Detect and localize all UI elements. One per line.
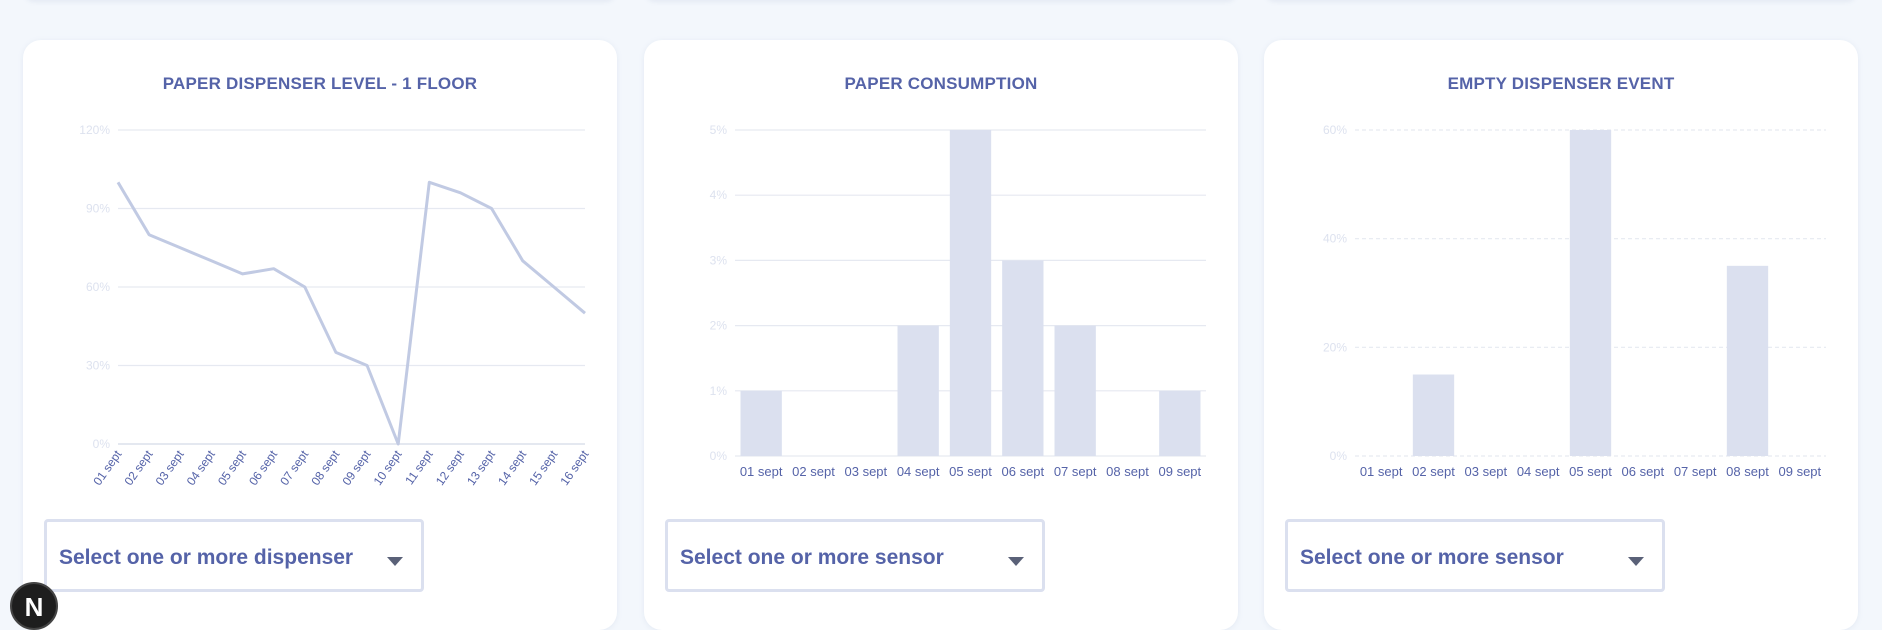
- x-tick-label: 09 sept: [1159, 464, 1202, 479]
- x-tick-label: 08 sept: [1726, 464, 1769, 479]
- x-tick-label: 02 sept: [122, 447, 156, 488]
- y-tick-label: 60%: [1323, 123, 1347, 137]
- x-tick-label: 05 sept: [949, 464, 992, 479]
- x-tick-label: 09 sept: [339, 447, 373, 488]
- empty-sensor-select-placeholder: Select one or more sensor: [1300, 546, 1564, 570]
- bar: [740, 391, 781, 456]
- y-tick-label: 5%: [710, 123, 728, 137]
- dispenser-select-placeholder: Select one or more dispenser: [59, 546, 353, 570]
- x-tick-label: 03 sept: [1465, 464, 1508, 479]
- paper-consumption-chart: 0% 1% 2% 3% 4% 5% 01 sept 02 sept 03 sept 04 sept…: [644, 40, 1238, 510]
- y-tick-label: 4%: [710, 188, 728, 202]
- x-tick-label: 01 sept: [90, 447, 124, 488]
- empty-sensor-select[interactable]: Select one or more sensor: [1285, 519, 1665, 592]
- x-tick-label: 07 sept: [1054, 464, 1097, 479]
- x-tick-label: 16 sept: [557, 447, 591, 488]
- x-tick-label: 04 sept: [1517, 464, 1560, 479]
- x-tick-label: 15 sept: [526, 447, 560, 488]
- x-tick-label: 06 sept: [246, 447, 280, 488]
- x-tick-label: 05 sept: [215, 447, 249, 488]
- x-tick-label: 08 sept: [1106, 464, 1149, 479]
- y-tick-label: 40%: [1323, 232, 1347, 246]
- x-tick-label: 10 sept: [371, 447, 405, 488]
- avatar[interactable]: N: [10, 582, 58, 630]
- x-tick-label: 13 sept: [464, 447, 498, 488]
- consumption-sensor-select[interactable]: Select one or more sensor: [665, 519, 1045, 592]
- dispenser-select[interactable]: Select one or more dispenser: [44, 519, 424, 592]
- caret-down-icon: [1628, 557, 1644, 566]
- x-tick-label: 02 sept: [1412, 464, 1455, 479]
- y-tick-label: 0%: [1330, 449, 1348, 463]
- empty-dispenser-card: EMPTY DISPENSER EVENT 0%20%40%60%01 sept…: [1264, 40, 1858, 630]
- y-tick-label: 1%: [710, 384, 728, 398]
- x-tick-label: 08 sept: [308, 447, 342, 488]
- x-tick-label: 07 sept: [1674, 464, 1717, 479]
- x-tick-label: 04 sept: [897, 464, 940, 479]
- y-tick-label: 2%: [710, 319, 728, 333]
- caret-down-icon: [1008, 557, 1024, 566]
- bar: [1002, 260, 1043, 456]
- x-tick-label: 03 sept: [153, 447, 187, 488]
- x-tick-label: 11 sept: [402, 447, 436, 487]
- x-tick-label: 03 sept: [845, 464, 888, 479]
- bar: [950, 130, 991, 456]
- empty-dispenser-chart: 0% 20% 40% 60% 01 sept 02 sept 03 sept 04 sept 0…: [1264, 40, 1858, 510]
- y-tick-label: 90%: [86, 202, 110, 216]
- x-tick-label: 01 sept: [740, 464, 783, 479]
- y-tick-label: 120%: [79, 123, 110, 137]
- bar: [1159, 391, 1200, 456]
- x-tick-label: 12 sept: [433, 447, 467, 488]
- x-tick-label: 04 sept: [184, 447, 218, 488]
- x-tick-label: 06 sept: [1002, 464, 1045, 479]
- bar: [1054, 326, 1095, 456]
- x-tick-label: 05 sept: [1569, 464, 1612, 479]
- bar: [1570, 130, 1611, 456]
- bar: [897, 326, 938, 456]
- x-tick-label: 07 sept: [277, 447, 311, 488]
- y-tick-label: 60%: [86, 280, 110, 294]
- x-tick-label: 02 sept: [792, 464, 835, 479]
- x-tick-label: 14 sept: [495, 447, 529, 488]
- x-tick-label: 06 sept: [1622, 464, 1665, 479]
- x-tick-label: 01 sept: [1360, 464, 1403, 479]
- y-tick-label: 30%: [86, 359, 110, 373]
- bar: [1727, 266, 1768, 456]
- y-tick-label: 0%: [93, 437, 111, 451]
- x-tick-label: 09 sept: [1779, 464, 1822, 479]
- y-tick-label: 0%: [710, 449, 728, 463]
- consumption-sensor-select-placeholder: Select one or more sensor: [680, 546, 944, 570]
- caret-down-icon: [387, 557, 403, 566]
- bar: [1413, 375, 1454, 457]
- series-line: [118, 182, 585, 444]
- dispenser-level-card: PAPER DISPENSER LEVEL - 1 FLOOR 0%30%60%…: [23, 40, 617, 630]
- y-tick-label: 20%: [1323, 340, 1347, 354]
- y-tick-label: 3%: [710, 253, 728, 267]
